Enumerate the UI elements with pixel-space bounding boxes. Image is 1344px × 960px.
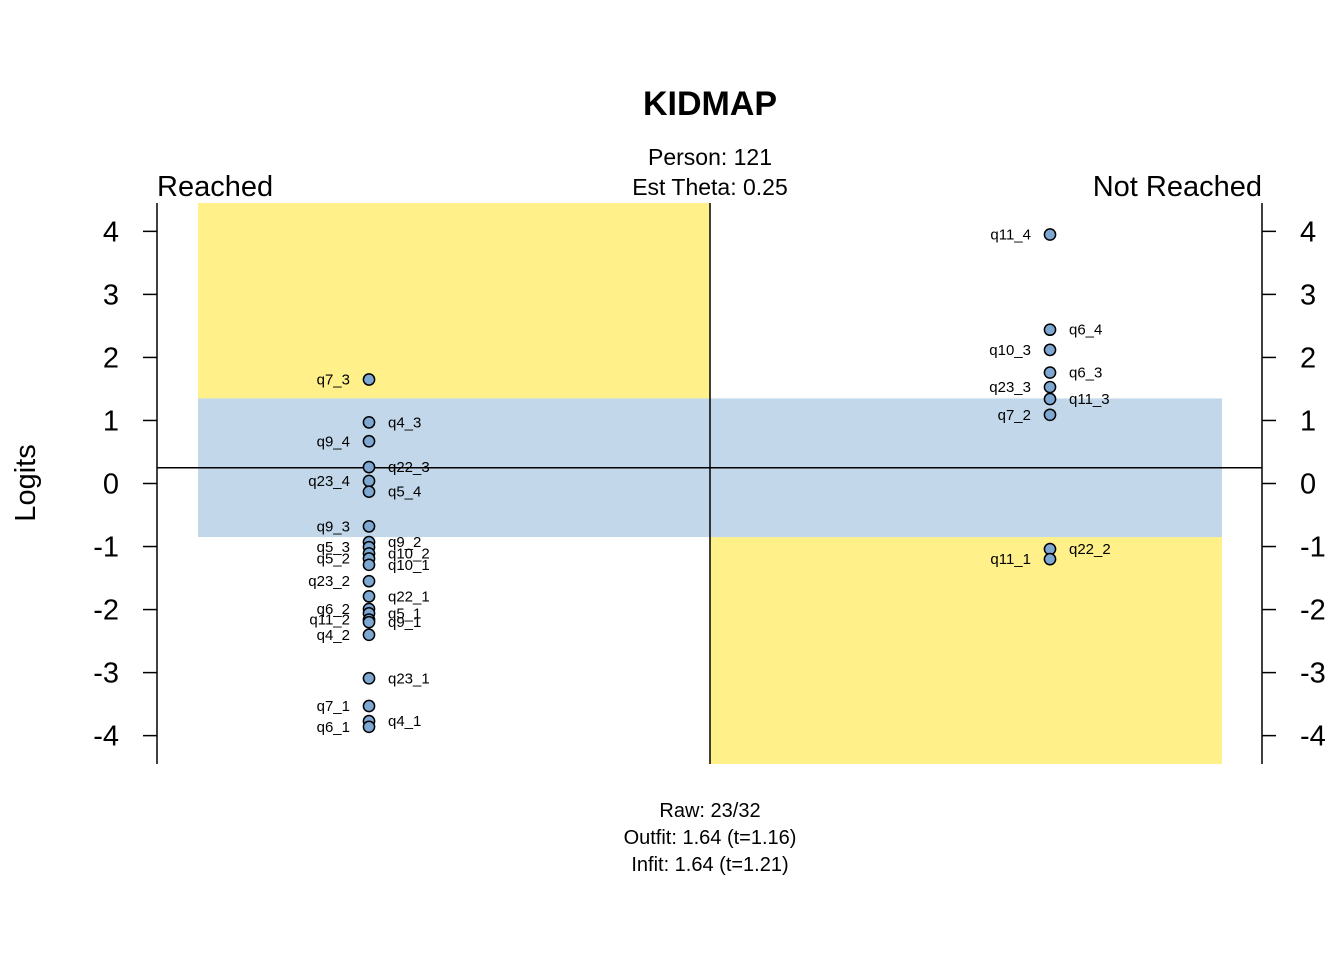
reached-point xyxy=(362,474,376,488)
reached-point-label: q5_3 xyxy=(317,539,350,556)
plot-lines xyxy=(157,203,1262,764)
reached-point-label: q6_1 xyxy=(317,719,350,736)
not-reached-low-region xyxy=(710,537,1222,764)
reached-high-region xyxy=(198,203,710,399)
reached-point-label: q10_2 xyxy=(388,545,430,562)
not-reached-point xyxy=(1043,380,1057,394)
person-label: Person: 121 xyxy=(648,144,772,170)
reached-point-label: q4_3 xyxy=(388,414,421,431)
not-reached-point xyxy=(1043,228,1057,241)
data-points: q7_3 q4_3 q9_4 q22_3 q23_4 q5_4 q9_3 q9_2 q5_3 q1… xyxy=(308,227,1110,736)
right-tick-label: -3 xyxy=(1300,658,1326,690)
right-tick-label: -2 xyxy=(1300,595,1326,627)
not-reached-point-label: q11_3 xyxy=(1069,391,1110,408)
not-reached-header: Not Reached xyxy=(1093,171,1262,203)
reached-point xyxy=(362,373,376,386)
infit-label: Infit: 1.64 (t=1.21) xyxy=(631,854,788,876)
left-tick-label: 1 xyxy=(103,405,119,437)
left-tick-label: 0 xyxy=(103,469,119,501)
right-tick-label: 3 xyxy=(1300,279,1316,311)
reached-point-label: q9_2 xyxy=(388,534,421,551)
reached-point-label: q10_1 xyxy=(388,557,430,574)
reached-header: Reached xyxy=(157,171,273,203)
reached-point xyxy=(362,485,376,499)
reached-point xyxy=(362,520,376,533)
right-tick-label: -1 xyxy=(1300,532,1326,564)
reached-point xyxy=(362,434,376,448)
reached-point-label: q23_1 xyxy=(388,670,430,687)
reached-point xyxy=(362,589,376,603)
right-tick-label: 4 xyxy=(1300,216,1316,248)
reached-point-label: q11_2 xyxy=(309,612,350,629)
raw-score-label: Raw: 23/32 xyxy=(659,800,760,822)
not-reached-point-label: q10_3 xyxy=(989,342,1031,359)
reached-point xyxy=(362,460,376,474)
right-tick-label: -4 xyxy=(1300,721,1326,753)
not-reached-point-label: q22_2 xyxy=(1069,541,1111,558)
reached-point xyxy=(362,574,376,588)
reached-point-label: q5_1 xyxy=(388,605,421,622)
right-tick-label: 2 xyxy=(1300,342,1316,374)
reached-point-label: q9_1 xyxy=(388,614,421,631)
reached-point-label: q23_2 xyxy=(308,573,350,590)
reached-point xyxy=(362,699,376,713)
reached-point-label: q23_4 xyxy=(308,473,350,490)
outfit-label: Outfit: 1.64 (t=1.16) xyxy=(624,827,797,849)
not-reached-point-label: q6_3 xyxy=(1069,365,1102,382)
reached-point xyxy=(362,628,376,642)
not-reached-point-label: q23_3 xyxy=(989,379,1031,396)
not-reached-point-label: q7_2 xyxy=(998,407,1031,424)
reached-point-label: q22_1 xyxy=(388,588,430,605)
reached-point xyxy=(362,558,376,572)
left-tick-label: -4 xyxy=(93,721,119,753)
left-tick-label: -1 xyxy=(93,532,119,564)
right-tick-label: 1 xyxy=(1300,405,1316,437)
not-reached-point xyxy=(1043,323,1057,337)
reached-point-label: q7_3 xyxy=(317,371,350,388)
axes: -4 -4 -3 -3 -2 -2 -1 -1 0 0 1 1 2 2 3 3 4 4 xyxy=(93,203,1326,764)
not-reached-point-label: q6_4 xyxy=(1069,322,1102,339)
not-reached-point xyxy=(1043,343,1057,357)
not-reached-point-label: q11_1 xyxy=(990,551,1031,568)
y-axis-label: Logits xyxy=(10,444,42,521)
reached-point xyxy=(362,615,376,629)
not-reached-point xyxy=(1043,366,1057,379)
reached-point-label: q22_3 xyxy=(388,459,430,476)
reached-point-label: q5_2 xyxy=(317,551,350,568)
right-tick-label: 0 xyxy=(1300,469,1316,501)
reached-point-label: q5_4 xyxy=(388,484,421,501)
left-tick-label: 4 xyxy=(103,216,119,248)
reached-point-label: q9_4 xyxy=(317,433,350,450)
left-tick-label: -2 xyxy=(93,595,119,627)
reached-point-label: q4_1 xyxy=(388,713,421,730)
reached-point-label: q4_2 xyxy=(317,627,350,644)
reached-point-label: q7_1 xyxy=(317,698,350,715)
left-tick-label: 2 xyxy=(103,342,119,374)
reached-point xyxy=(362,720,376,734)
left-tick-label: -3 xyxy=(93,658,119,690)
theta-label: Est Theta: 0.25 xyxy=(632,174,788,200)
not-reached-point xyxy=(1043,392,1057,406)
reached-point-label: q6_2 xyxy=(317,601,350,618)
left-tick-label: 3 xyxy=(103,279,119,311)
not-reached-point xyxy=(1043,408,1057,422)
not-reached-point-label: q11_4 xyxy=(990,227,1031,244)
reached-point xyxy=(362,671,376,685)
reached-point xyxy=(362,416,376,429)
not-reached-point xyxy=(1043,552,1057,566)
chart-title: KIDMAP xyxy=(643,85,777,123)
reached-point-label: q9_3 xyxy=(317,518,350,535)
